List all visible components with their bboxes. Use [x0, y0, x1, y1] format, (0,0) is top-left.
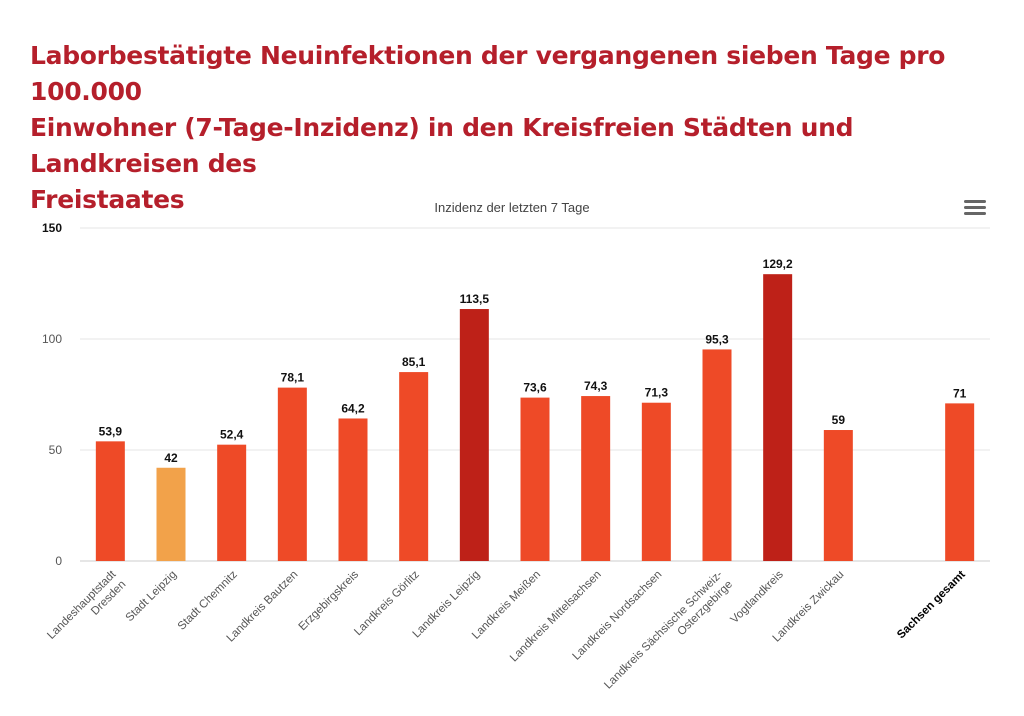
hamburger-menu-icon[interactable] [964, 200, 986, 218]
bar [277, 387, 307, 561]
bar [702, 349, 732, 561]
bar [338, 418, 368, 561]
y-tick-label: 0 [55, 554, 62, 568]
page-title: Laborbestätigte Neuinfektionen der verga… [30, 41, 946, 214]
data-label: 64,2 [341, 401, 365, 415]
chart-container: Inzidenz der letzten 7 Tage 0 50 100 150 53,9… [0, 190, 1024, 716]
bar [520, 397, 550, 561]
bar [459, 309, 489, 561]
x-tick-label-line: Erzgebirgskreis [297, 568, 362, 633]
bar [641, 402, 671, 561]
data-label: 78,1 [281, 371, 305, 385]
y-tick-label: 100 [42, 332, 62, 346]
chart-title: Inzidenz der letzten 7 Tage [434, 200, 589, 215]
bar [823, 430, 853, 561]
x-tick-label: Stadt Leipzig [124, 569, 180, 625]
x-tick-label-line: Landkreis Görlitz [352, 568, 422, 638]
bar [581, 396, 611, 561]
x-tick-label: Landkreis Sächsische Schweiz-Osterzgebir… [602, 569, 735, 702]
x-tick-label-line: Landkreis Sächsische Schweiz- [602, 569, 725, 692]
y-tick-label: 50 [49, 443, 63, 457]
x-tick-label-line: Stadt Chemnitz [176, 568, 240, 632]
x-tick-label-line: Sachsen gesamt [895, 569, 968, 642]
x-tick-label: Sachsen gesamt [895, 569, 968, 642]
x-tick-label: LandeshauptstadtDresden [45, 568, 129, 652]
data-label: 129,2 [763, 257, 793, 271]
menu-line [964, 206, 986, 209]
bar [399, 372, 429, 561]
x-tick-label: Stadt Chemnitz [176, 568, 240, 632]
menu-line [964, 200, 986, 203]
bar [156, 467, 186, 561]
x-tick-label-line: Vogtlandkreis [728, 568, 785, 625]
bar [217, 444, 247, 561]
y-tick-label: 150 [42, 221, 62, 235]
data-label: 71 [953, 386, 967, 400]
data-label: 73,6 [523, 381, 547, 395]
data-label: 52,4 [220, 428, 244, 442]
x-tick-label: Vogtlandkreis [728, 568, 785, 625]
x-tick-label: Landkreis Leipzig [411, 569, 483, 641]
bar [95, 441, 125, 561]
data-label: 42 [164, 451, 178, 465]
x-tick-label: Landkreis Görlitz [352, 568, 422, 638]
data-label: 59 [832, 413, 846, 427]
x-tick-label-line: Stadt Leipzig [124, 569, 180, 625]
data-label: 95,3 [705, 332, 729, 346]
x-tick-label: Erzgebirgskreis [297, 568, 362, 633]
x-tick-label-line: Landkreis Leipzig [411, 569, 483, 641]
data-label: 85,1 [402, 355, 426, 369]
bar-chart: Inzidenz der letzten 7 Tage 0 50 100 150 53,9… [42, 200, 990, 702]
bar [763, 274, 793, 561]
data-label: 71,3 [645, 386, 669, 400]
menu-line [964, 212, 986, 215]
data-label: 113,5 [460, 292, 490, 306]
data-label: 53,9 [99, 424, 123, 438]
bar [945, 403, 975, 561]
data-label: 74,3 [584, 379, 608, 393]
